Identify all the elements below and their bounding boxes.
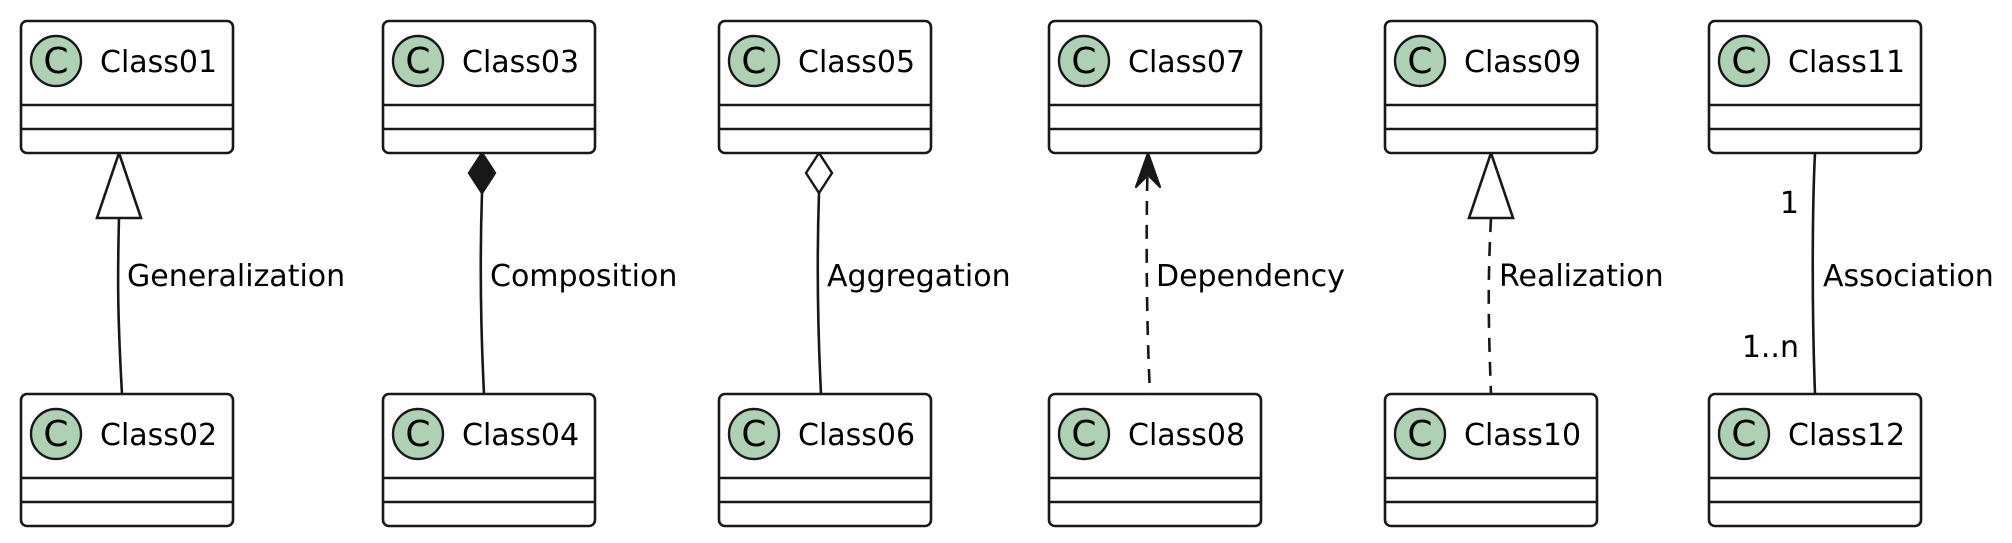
class-class09[interactable]: C Class09 [1383,19,1599,155]
class-stereotype-glyph: C [1071,414,1096,455]
multiplicity-top: 1 [1780,186,1799,221]
class-stereotype-glyph: C [1731,41,1756,82]
class-class10[interactable]: C Class10 [1383,392,1599,528]
class-class05[interactable]: C Class05 [717,19,933,155]
class-class03[interactable]: C Class03 [381,19,597,155]
relationship-label: Association [1823,259,1994,294]
class-stereotype-circle [727,407,781,461]
class-stereotype-glyph: C [405,41,430,82]
class-stereotype-glyph: C [741,414,766,455]
class-name: Class06 [798,418,915,453]
class-stereotype-circle [1717,34,1771,88]
class-stereotype-circle [1393,34,1447,88]
connector-line [1811,152,1817,395]
class-name: Class03 [462,45,579,80]
connector-line [816,192,823,395]
class-class08[interactable]: C Class08 [1047,392,1263,528]
class-stereotype-glyph: C [1407,41,1432,82]
class-stereotype-glyph: C [1731,414,1756,455]
class-name: Class09 [1464,45,1581,80]
filled-diamond [467,150,497,196]
relationship-aggregation: Aggregation [804,150,1011,395]
connector-line [479,192,486,395]
class-class07[interactable]: C Class07 [1047,19,1263,155]
connector-line [116,217,124,395]
class-stereotype-glyph: C [741,41,766,82]
class-name: Class05 [798,45,915,80]
class-stereotype-circle [727,34,781,88]
hollow-triangle-arrowhead [95,148,143,220]
open-arrowhead [1134,151,1162,189]
relationship-dependency: Dependency [1134,151,1345,395]
class-stereotype-glyph: C [1071,41,1096,82]
class-stereotype-circle [1393,407,1447,461]
class-stereotype-circle [1057,34,1111,88]
relationship-association: Association 1 1..n [1742,152,1994,395]
connector-line [1145,152,1152,395]
class-name: Class12 [1788,418,1905,453]
class-class04[interactable]: C Class04 [381,392,597,528]
class-name: Class10 [1464,418,1581,453]
class-class06[interactable]: C Class06 [717,392,933,528]
relationship-label: Aggregation [827,259,1011,294]
relationship-label: Realization [1499,259,1664,294]
class-class02[interactable]: C Class02 [19,392,235,528]
class-class01[interactable]: C Class01 [19,19,235,155]
class-name: Class02 [100,418,217,453]
class-stereotype-circle [391,407,445,461]
relationship-label: Composition [490,259,677,294]
multiplicity-bottom: 1..n [1742,330,1799,365]
class-stereotype-circle [29,407,83,461]
hollow-diamond [804,150,834,196]
class-name: Class01 [100,45,217,80]
class-stereotype-circle [1717,407,1771,461]
relationship-composition: Composition [467,150,677,395]
class-stereotype-circle [1057,407,1111,461]
class-name: Class04 [462,418,579,453]
class-stereotype-circle [29,34,83,88]
class-class11[interactable]: C Class11 [1707,19,1923,155]
class-stereotype-circle [391,34,445,88]
connector-line [1487,217,1493,395]
class-stereotype-glyph: C [1407,414,1432,455]
relationship-realization: Realization [1467,148,1664,395]
class-name: Class08 [1128,418,1245,453]
relationship-generalization: Generalization [95,148,345,395]
class-stereotype-glyph: C [43,414,68,455]
class-name: Class07 [1128,45,1245,80]
relationship-label: Dependency [1156,259,1345,294]
class-name: Class11 [1788,45,1905,80]
hollow-triangle-arrowhead [1467,148,1515,220]
class-stereotype-glyph: C [43,41,68,82]
relationship-label: Generalization [127,259,345,294]
class-class12[interactable]: C Class12 [1707,392,1923,528]
class-stereotype-glyph: C [405,414,430,455]
